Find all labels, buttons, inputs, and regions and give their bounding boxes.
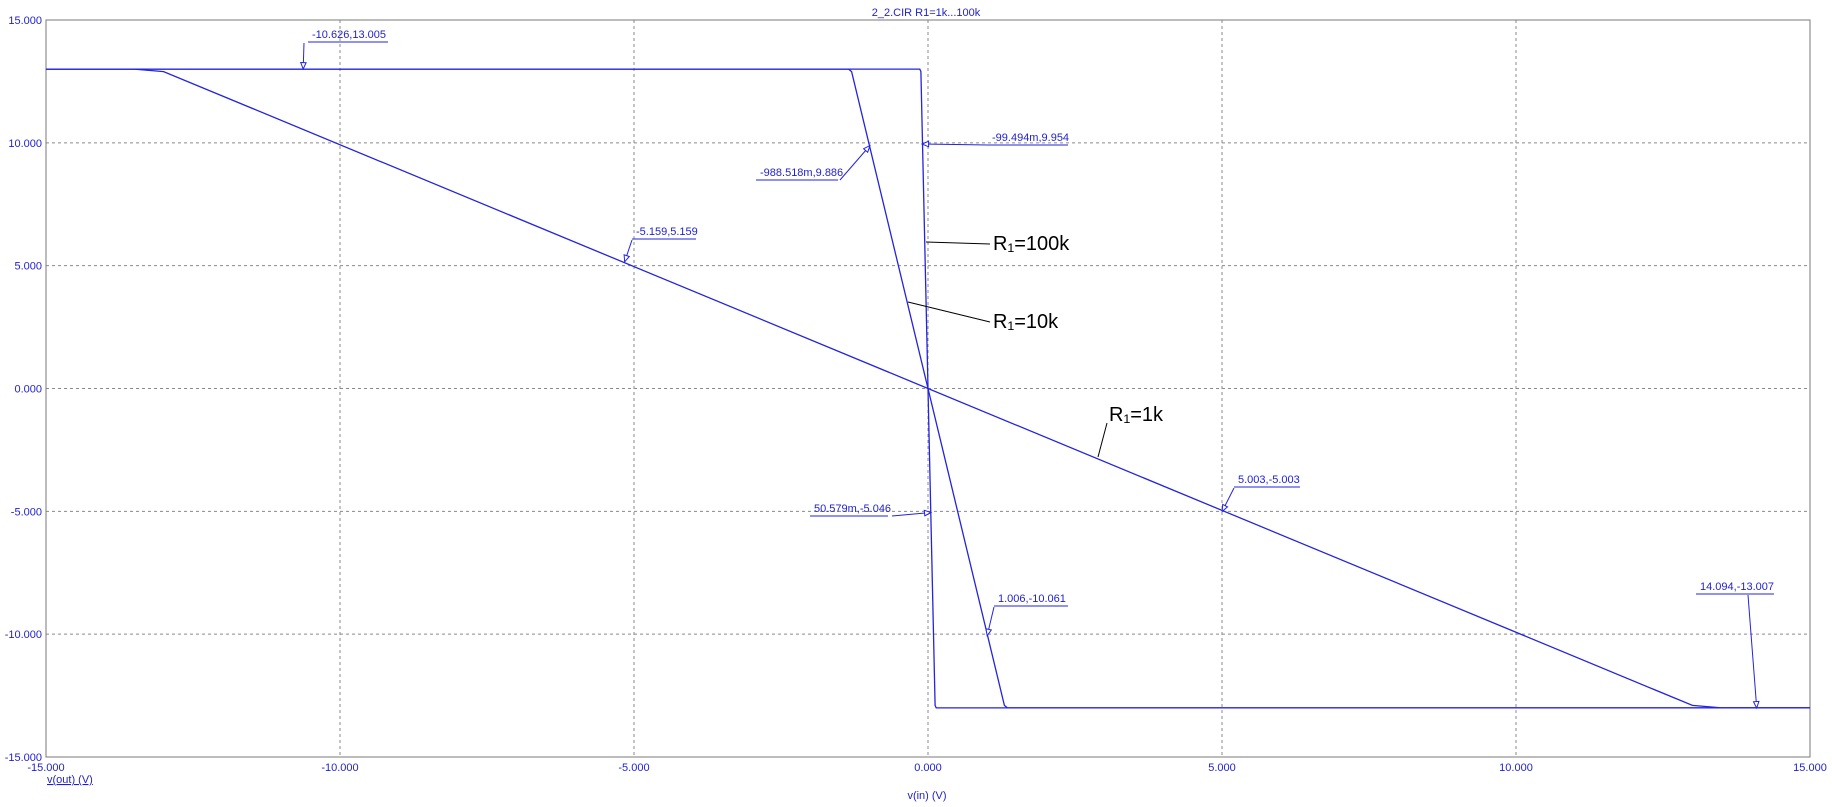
plot-frame	[45, 19, 1811, 758]
annotation-text: -988.518m,9.886	[760, 167, 843, 179]
y-tick-label: -15.000	[5, 752, 42, 764]
x-tick-label: 5.000	[1208, 762, 1236, 774]
annotation-arrowhead	[862, 144, 871, 154]
y-tick-label: -10.000	[5, 629, 42, 641]
y-tick-label: 5.000	[14, 261, 42, 273]
annotation-arrowhead	[923, 509, 933, 517]
cursor-annotation: 1.006,-10.061	[985, 593, 1068, 637]
x-tick-label: -15.000	[27, 762, 64, 774]
annotation-pointer	[839, 145, 871, 181]
cursor-annotation: -988.518m,9.886	[756, 144, 871, 181]
x-tick-label: -10.000	[321, 762, 358, 774]
annotation-arrowhead	[920, 140, 930, 148]
chart-title: 2_2.CIR R1=1k...100k	[872, 7, 981, 19]
annotation-arrowhead	[1221, 503, 1229, 513]
annotation-pointer	[922, 143, 989, 146]
series-label-r1-10k: R₁=10k	[993, 311, 1059, 333]
annotation-text: 5.003,-5.003	[1238, 474, 1300, 486]
x-tick-label: -5.000	[618, 762, 649, 774]
series-labels: R₁=1k R₁=10k R₁=100k	[907, 233, 1164, 458]
series-label-r1-1k: R₁=1k	[1109, 404, 1164, 426]
annotation-text: 1.006,-10.061	[998, 593, 1066, 605]
series-lines	[46, 68, 1810, 709]
annotation-text: 14.094,-13.007	[1700, 581, 1774, 593]
cursor-annotation: 14.094,-13.007	[1696, 581, 1774, 710]
cursor-annotation: -99.494m,9.954	[920, 132, 1069, 148]
series-label-leader	[907, 301, 991, 323]
y-tick-label: -5.000	[11, 506, 42, 518]
annotation-text: -10.626,13.005	[312, 29, 386, 41]
x-tick-label: 15.000	[1793, 762, 1827, 774]
y-tick-label: 0.000	[14, 384, 42, 396]
cursor-annotation: 5.003,-5.003	[1221, 474, 1300, 513]
annotation-pointer	[1747, 594, 1758, 709]
annotation-text: 50.579m,-5.046	[814, 503, 891, 515]
series-label-leader	[1097, 422, 1108, 458]
annotation-arrowhead	[1752, 700, 1760, 710]
x-tick-label: 0.000	[914, 762, 942, 774]
x-axis-label: v(in) (V)	[907, 790, 946, 802]
series-label-leader	[925, 241, 991, 245]
cursor-annotation: -5.159,5.159	[623, 226, 698, 264]
y-tick-label: 10.000	[8, 138, 42, 150]
annotation-arrowhead	[299, 61, 307, 71]
axis-ticks: -15.000 -10.000 -5.000 0.000 5.000 10.000 15.0…	[5, 15, 1827, 774]
y-tick-label: 15.000	[8, 15, 42, 27]
cursor-annotations: -10.626,13.005 -988.518m,9.886 -99.494m,9.…	[299, 29, 1774, 710]
annotation-text: -99.494m,9.954	[992, 132, 1069, 144]
cursor-annotation: -10.626,13.005	[299, 29, 388, 71]
annotation-text: -5.159,5.159	[636, 226, 698, 238]
y-axis-label: v(out) (V)	[47, 774, 93, 786]
series-line-r1-100k	[46, 68, 1810, 709]
annotation-arrowhead	[623, 254, 631, 264]
annotation-arrowhead	[985, 628, 993, 637]
cursor-annotation: 50.579m,-5.046	[810, 503, 933, 517]
series-label-r1-100k: R₁=100k	[993, 233, 1070, 255]
x-tick-label: 10.000	[1499, 762, 1533, 774]
